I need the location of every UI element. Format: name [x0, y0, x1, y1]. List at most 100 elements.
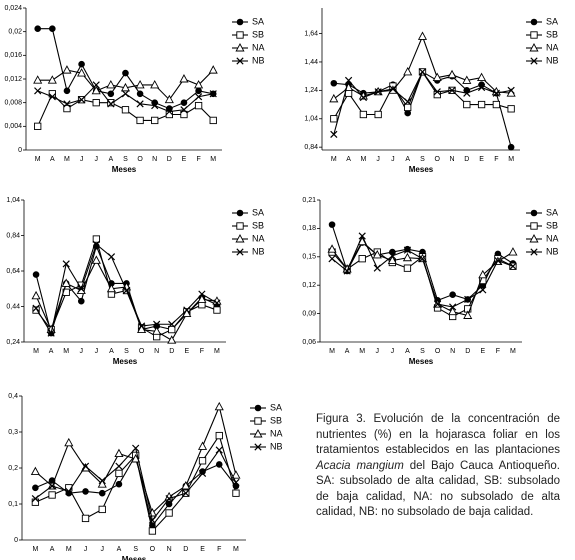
x-tick-label: M [359, 348, 365, 355]
y-tick-label: 0,024 [4, 5, 22, 12]
marker [358, 232, 366, 240]
marker [194, 93, 203, 101]
marker [329, 93, 339, 103]
y-tick-label: 0,21 [302, 197, 316, 204]
marker [32, 484, 39, 492]
marker [253, 429, 263, 438]
marker [464, 295, 472, 304]
marker [165, 509, 173, 517]
x-tick-label: M [360, 156, 366, 163]
marker [152, 326, 162, 335]
y-tick-label: 0,84 [6, 232, 20, 239]
x-tick-label: N [152, 156, 157, 163]
marker [433, 88, 441, 96]
marker [120, 82, 131, 92]
marker [98, 476, 106, 485]
marker [433, 300, 442, 308]
marker [63, 104, 71, 113]
x-tick-label: M [508, 156, 514, 163]
marker [34, 122, 42, 130]
x-tick-label: D [167, 156, 172, 163]
marker [97, 479, 107, 488]
marker [343, 267, 351, 275]
marker [449, 303, 457, 311]
y-tick-label: 0,012 [4, 76, 22, 83]
x-tick-label: A [405, 156, 410, 163]
marker [492, 100, 501, 109]
marker [122, 286, 131, 295]
legend-label: SB [252, 29, 264, 39]
x-tick-label: F [496, 348, 500, 355]
marker [388, 252, 396, 260]
marker [63, 100, 71, 108]
marker [98, 489, 106, 497]
marker [165, 107, 173, 116]
marker [92, 81, 100, 89]
marker [182, 489, 190, 497]
series-line [333, 34, 512, 100]
caption-text: del Bajo Cauca Antioqueño. SA: subsolado… [316, 459, 560, 519]
marker [231, 470, 241, 479]
marker [151, 99, 159, 106]
marker [136, 116, 144, 125]
legend-label: NB [546, 55, 559, 65]
marker [165, 494, 173, 503]
marker [151, 102, 159, 110]
marker [114, 448, 124, 458]
x-tick-label: O [137, 156, 143, 163]
x-axis-label: Meses [113, 357, 138, 366]
marker [153, 320, 161, 328]
marker [64, 437, 74, 447]
marker [81, 462, 90, 470]
marker [91, 255, 101, 264]
marker [448, 306, 458, 316]
marker [478, 81, 485, 88]
x-tick-label: O [435, 348, 441, 355]
marker [235, 43, 245, 52]
legend-label: SA [546, 16, 558, 26]
marker [31, 290, 41, 300]
marker [107, 99, 115, 107]
marker [107, 90, 115, 98]
marker [49, 25, 56, 33]
marker [236, 222, 244, 230]
marker [344, 76, 353, 85]
marker [494, 256, 502, 265]
y-tick-label: 0,004 [4, 123, 22, 130]
x-tick-label: N [167, 546, 172, 553]
x-tick-label: M [35, 156, 41, 163]
legend-label: SB [546, 29, 558, 39]
legend-label: NA [270, 428, 283, 438]
marker [530, 18, 538, 26]
marker [34, 87, 42, 95]
marker [47, 75, 57, 84]
marker [198, 469, 207, 478]
x-tick-label: A [345, 348, 350, 355]
marker [477, 83, 486, 92]
marker [479, 286, 487, 294]
x-tick-label: E [184, 348, 189, 355]
marker [374, 110, 382, 119]
x-tick-label: J [376, 156, 380, 163]
marker [213, 299, 221, 307]
marker [121, 106, 130, 114]
marker [235, 234, 245, 243]
x-tick-label: S [133, 546, 138, 553]
legend-label: SB [252, 220, 264, 230]
marker [122, 69, 129, 77]
marker [81, 514, 90, 523]
y-tick-label: 0,4 [8, 393, 18, 400]
marker [31, 494, 39, 503]
marker [197, 294, 207, 303]
x-tick-label: D [183, 546, 188, 553]
marker [34, 25, 42, 33]
marker [65, 487, 73, 496]
marker [164, 94, 174, 104]
marker [530, 222, 538, 230]
marker [148, 516, 157, 524]
marker [48, 491, 56, 499]
marker [508, 247, 518, 256]
x-tick-label: S [420, 156, 425, 163]
x-tick-label: N [449, 156, 454, 163]
marker [30, 466, 40, 476]
